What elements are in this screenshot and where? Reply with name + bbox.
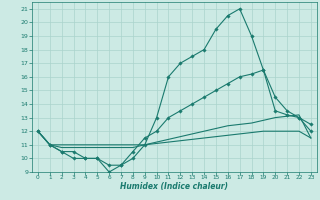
X-axis label: Humidex (Indice chaleur): Humidex (Indice chaleur) [120,182,228,191]
